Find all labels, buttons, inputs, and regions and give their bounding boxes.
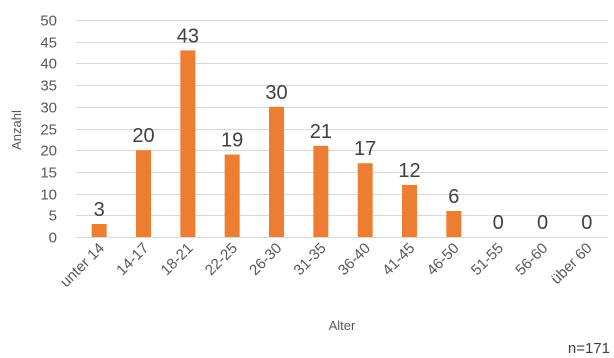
x-tick-label: 36-40 (335, 240, 374, 279)
y-tick-label: 10 (40, 187, 57, 204)
x-tick-label: 51-55 (468, 240, 507, 279)
sample-size-note: n=171 (568, 340, 610, 357)
bar-value-label: 6 (448, 186, 459, 208)
x-tick-label: über 60 (548, 240, 596, 288)
bar (180, 50, 196, 237)
bar-value-label: 30 (265, 82, 287, 104)
y-tick-label: 40 (40, 56, 57, 73)
bar-value-label: 20 (132, 125, 154, 147)
bar-value-label: 43 (177, 25, 199, 47)
bar-value-label: 19 (221, 130, 243, 152)
x-tick-label: 41-45 (379, 240, 418, 279)
x-tick-label: unter 14 (57, 240, 108, 291)
x-tick-label: 56-60 (512, 240, 551, 279)
x-axis-ticks: unter 14 14-17 18-21 22-25 26-30 31-35 36-40 41… (57, 240, 596, 291)
x-axis-title: Alter (329, 318, 356, 333)
y-tick-label: 25 (40, 122, 57, 139)
bar (269, 106, 284, 237)
bar-value-label: 0 (537, 212, 548, 234)
gridlines (76, 20, 608, 238)
bar (313, 145, 329, 237)
y-axis-ticks: 0 5 10 15 20 25 30 35 40 45 50 (40, 13, 57, 247)
y-tick-label: 35 (40, 78, 57, 95)
y-tick-label: 50 (40, 13, 57, 30)
y-tick-label: 45 (40, 35, 57, 52)
bar (357, 163, 373, 237)
bar (136, 150, 151, 237)
bar (446, 210, 462, 237)
bar-value-label: 3 (94, 199, 105, 221)
bar (91, 223, 107, 237)
bar-value-label: 0 (581, 212, 592, 234)
bar-value-label: 12 (398, 160, 420, 182)
bar-value-label: 0 (493, 212, 504, 234)
x-tick-label: 14-17 (113, 240, 152, 279)
x-tick-label: 18-21 (158, 240, 197, 279)
x-tick-label: 31-35 (291, 240, 330, 279)
data-labels: 3 20 43 19 30 21 17 12 6 0 0 0 (94, 25, 593, 234)
y-tick-label: 0 (49, 230, 57, 247)
x-tick-label: 26-30 (246, 240, 285, 279)
y-tick-label: 5 (49, 208, 57, 225)
y-axis-title: Anzahl (9, 110, 24, 150)
bar-value-label: 17 (354, 138, 376, 160)
bars (91, 50, 462, 237)
y-tick-label: 15 (40, 165, 57, 182)
x-tick-label: 22-25 (202, 240, 241, 279)
y-tick-label: 20 (40, 143, 57, 160)
bar (402, 184, 417, 237)
x-tick-label: 46-50 (424, 240, 463, 279)
y-tick-label: 30 (40, 100, 57, 117)
bar-value-label: 21 (310, 121, 332, 143)
bar (224, 154, 240, 237)
